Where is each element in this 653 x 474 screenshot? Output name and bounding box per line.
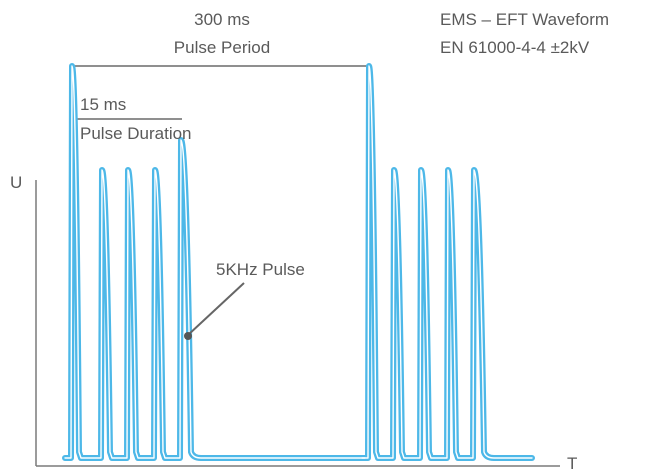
pulse-pointer-line: [187, 282, 245, 336]
y-axis-label: U: [10, 173, 23, 192]
burst-1-waveform: [64, 65, 366, 459]
burst-2-waveform: [361, 65, 533, 459]
period-value: 300 ms: [194, 10, 250, 29]
duration-label: Pulse Duration: [80, 124, 192, 143]
title-line-1: EMS – EFT Waveform: [440, 10, 610, 29]
pulse-pointer-dot: [184, 332, 192, 340]
x-axis-label: T: [567, 454, 578, 473]
title-line-2: EN 61000-4-4 ±2kV: [440, 38, 590, 57]
pulse-label: 5KHz Pulse: [216, 260, 305, 279]
duration-value: 15 ms: [80, 95, 127, 114]
period-label: Pulse Period: [173, 38, 271, 57]
